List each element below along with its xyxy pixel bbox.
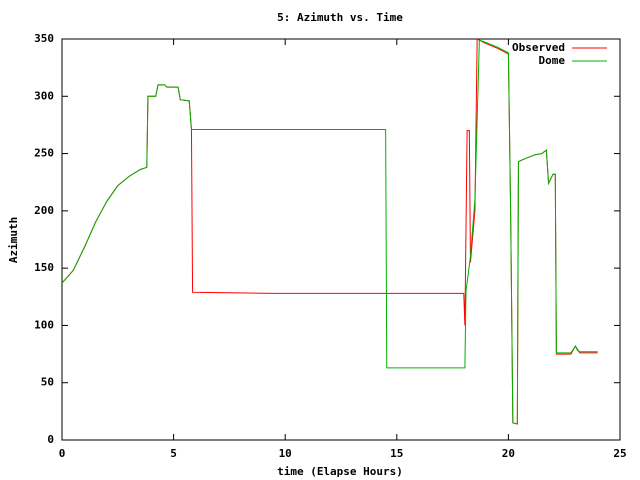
x-axis-label: time (Elapse Hours) (277, 465, 403, 478)
y-tick-label: 300 (34, 89, 54, 102)
x-tick-label: 0 (59, 447, 66, 460)
y-tick-label: 50 (41, 376, 54, 389)
y-tick-label: 100 (34, 318, 54, 331)
x-tick-label: 15 (390, 447, 403, 460)
legend-label: Observed (512, 41, 565, 54)
y-tick-label: 150 (34, 261, 54, 274)
x-tick-label: 25 (613, 447, 626, 460)
y-tick-label: 250 (34, 147, 54, 160)
plot-frame (61, 38, 621, 441)
legend-label: Dome (539, 54, 566, 67)
x-tick-label: 10 (279, 447, 292, 460)
x-tick-label: 20 (502, 447, 515, 460)
y-tick-label: 200 (34, 204, 54, 217)
x-tick-label: 5 (170, 447, 177, 460)
data-line (61, 39, 598, 425)
chart-title: 5: Azimuth vs. Time (277, 11, 403, 24)
y-tick-label: 0 (47, 433, 54, 446)
y-tick-label: 350 (34, 32, 54, 45)
y-axis-label: Azimuth (7, 217, 20, 263)
